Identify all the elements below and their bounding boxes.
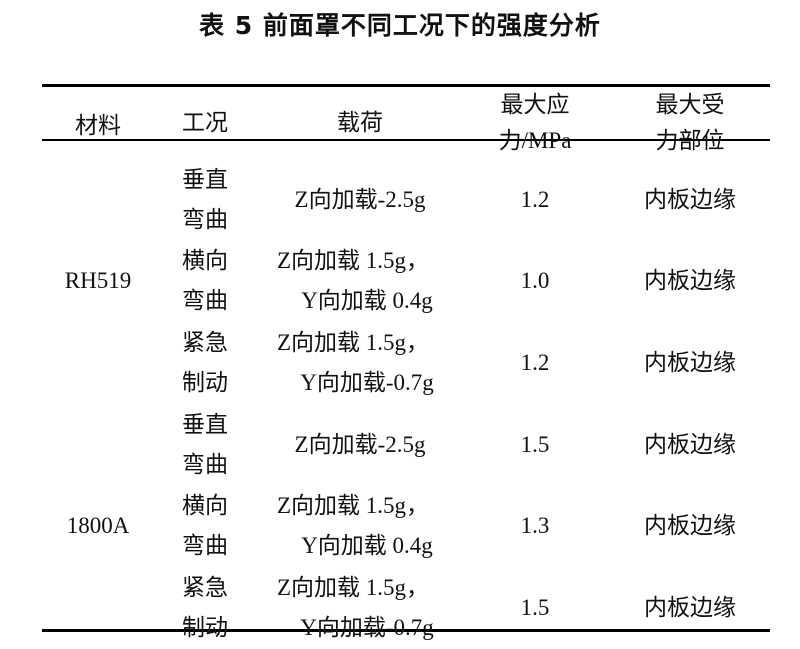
- header-rule: [42, 139, 770, 141]
- load-cell: Z向加载 1.5g， Y向加载-0.7g: [260, 322, 460, 404]
- header-position-line: 最大受: [655, 92, 725, 117]
- load-cell: Z向加载 1.5g， Y向加载-0.7g: [260, 567, 460, 649]
- load-cell: Z向加载-2.5g: [260, 159, 460, 241]
- max-force-position-cell: 内板边缘: [644, 349, 736, 375]
- condition-cell: 横向 弯曲: [154, 485, 260, 567]
- header-position: 最大受 力部位: [610, 87, 770, 159]
- max-force-position-cell: 内板边缘: [644, 594, 736, 620]
- strength-table: 材料 工况 载荷 最大应 力/MPa 最大受 力部位 RH519 垂直 弯曲 Z向加载…: [42, 87, 770, 649]
- table-row: 1800A 垂直弯曲 Z向加载-2.5g 1.5 内板边缘: [42, 404, 770, 539]
- condition-cell: 横向 弯曲: [154, 241, 260, 323]
- load-cell: Z向加载 1.5g， Y向加载 0.4g: [260, 485, 460, 567]
- max-stress-cell: 1.5: [520, 594, 550, 620]
- header-position-line: 力部位: [655, 128, 725, 153]
- max-force-position-cell: 内板边缘: [644, 431, 736, 457]
- condition-cell: 垂直 弯曲: [154, 404, 260, 486]
- top-rule: [42, 84, 770, 87]
- table-title: 表 5 前面罩不同工况下的强度分析: [199, 11, 601, 40]
- material-cell: 1800A: [66, 513, 130, 539]
- condition-cell: 紧急 制动: [154, 567, 260, 649]
- header-condition: 工况: [182, 110, 228, 135]
- table-row: 横向弯曲 Z向加载 1.5g， Y向加载 0.4g 1.3 内板边缘: [42, 485, 770, 567]
- max-stress-cell: 1.2: [520, 186, 550, 212]
- condition-line: 横向: [182, 493, 228, 519]
- max-stress-cell: 1.0: [520, 268, 550, 294]
- max-force-position-cell: 内板边缘: [644, 513, 736, 539]
- material-cell: RH519: [64, 268, 132, 294]
- load-line: Z向加载-2.5g: [294, 186, 426, 212]
- load-line: Y向加载-0.7g: [300, 369, 434, 395]
- header-stress: 最大应 力/MPa: [460, 87, 610, 159]
- header-load: 载荷: [337, 110, 383, 135]
- condition-line: 垂直: [182, 411, 228, 437]
- condition-line: 紧急: [182, 329, 228, 355]
- load-cell: Z向加载-2.5g: [260, 404, 460, 486]
- table-row: 紧急制动 Z向加载 1.5g， Y向加载-0.7g 1.5 内板边缘: [42, 567, 770, 649]
- condition-cell: 紧急 制动: [154, 322, 260, 404]
- load-line: Y向加载 0.4g: [301, 288, 433, 314]
- load-line: Z向加载 1.5g，: [276, 493, 430, 519]
- load-cell: Z向加载 1.5g， Y向加载 0.4g: [260, 241, 460, 323]
- header-stress-line: 最大应: [500, 92, 570, 117]
- condition-line: 弯曲: [182, 206, 228, 232]
- load-line: Y向加载-0.7g: [300, 614, 434, 640]
- condition-line: 弯曲: [182, 533, 228, 559]
- load-line: Z向加载 1.5g，: [276, 329, 430, 355]
- max-stress-cell: 1.2: [520, 349, 550, 375]
- max-stress-cell: 1.3: [520, 513, 550, 539]
- header-stress-line: 力/MPa: [498, 128, 572, 153]
- condition-line: 制动: [182, 369, 228, 395]
- max-force-position-cell: 内板边缘: [644, 186, 736, 212]
- load-line: Z向加载 1.5g，: [276, 574, 430, 600]
- table-row: 横向弯曲 Z向加载 1.5g， Y向加载 0.4g 1.0 内板边缘: [42, 241, 770, 323]
- condition-cell: 垂直 弯曲: [154, 159, 260, 241]
- max-stress-cell: 1.5: [520, 431, 550, 457]
- condition-line: 紧急: [182, 574, 228, 600]
- table-row: 紧急制动 Z向加载 1.5g， Y向加载-0.7g 1.2 内板边缘: [42, 322, 770, 404]
- condition-line: 制动: [182, 614, 228, 640]
- max-force-position-cell: 内板边缘: [644, 268, 736, 294]
- header-row: 材料 工况 载荷 最大应 力/MPa 最大受 力部位: [42, 87, 770, 159]
- header-material: 材料: [75, 113, 121, 138]
- condition-line: 弯曲: [182, 451, 228, 477]
- condition-line: 垂直: [182, 166, 228, 192]
- load-line: Z向加载 1.5g，: [276, 248, 430, 274]
- table-row: RH519 垂直弯曲 Z向加载-2.5g 1.2 内板边缘: [42, 159, 770, 294]
- load-line: Z向加载-2.5g: [294, 431, 426, 457]
- bottom-rule: [42, 629, 770, 632]
- load-line: Y向加载 0.4g: [301, 533, 433, 559]
- condition-line: 弯曲: [182, 288, 228, 314]
- condition-line: 横向: [182, 248, 228, 274]
